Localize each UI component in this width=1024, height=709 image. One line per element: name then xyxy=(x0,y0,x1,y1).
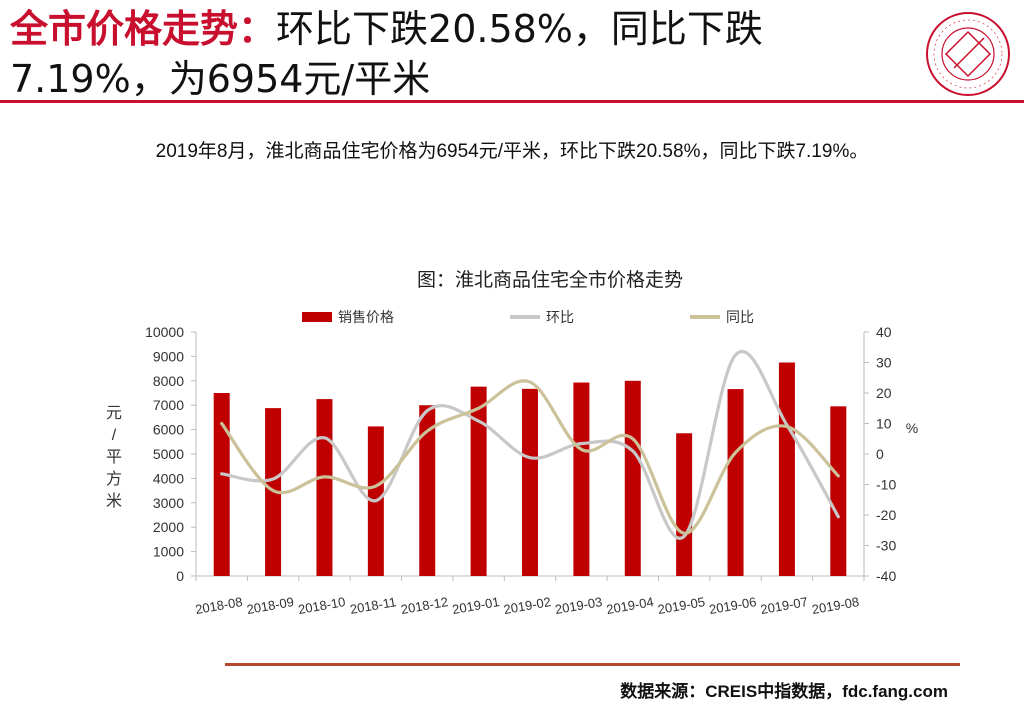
y2-tick-label: -20 xyxy=(876,507,896,523)
y-axis-label-char: 方 xyxy=(106,470,122,488)
y2-tick-label: -40 xyxy=(876,568,896,584)
bar-sales-price xyxy=(419,405,436,576)
legend-label-2: 同比 xyxy=(726,309,754,325)
x-tick-label: 2018-10 xyxy=(297,594,347,617)
bar-sales-price xyxy=(470,386,487,576)
y-tick-label: 6000 xyxy=(153,422,184,438)
y2-tick-label: 20 xyxy=(876,385,892,401)
y-tick-label: 9000 xyxy=(153,348,184,364)
x-tick-label: 2018-09 xyxy=(245,594,295,617)
x-tick-label: 2018-08 xyxy=(194,594,244,617)
y2-tick-label: 40 xyxy=(876,324,892,340)
y-axis-label-char: / xyxy=(112,427,117,444)
y2-axis-label: % xyxy=(906,420,918,436)
y2-tick-label: -10 xyxy=(876,477,896,493)
y-tick-label: 3000 xyxy=(153,495,184,511)
bar-sales-price xyxy=(573,382,590,576)
y-tick-label: 0 xyxy=(176,568,184,584)
y-tick-label: 4000 xyxy=(153,470,184,486)
china-index-academy-seal-icon xyxy=(926,12,1010,96)
bar-sales-price xyxy=(522,388,538,576)
summary-text: 2019年8月，淮北商品住宅价格为6954元/平米，环比下跌20.58%，同比下… xyxy=(155,141,869,162)
x-tick-label: 2019-06 xyxy=(708,594,758,617)
x-tick-label: 2019-02 xyxy=(502,594,552,617)
y-tick-label: 8000 xyxy=(153,373,184,389)
y-tick-label: 5000 xyxy=(153,446,184,462)
y2-tick-label: 30 xyxy=(876,355,892,371)
y2-tick-label: -30 xyxy=(876,538,896,554)
page-title-highlight: 全市价格走势： xyxy=(10,7,277,51)
x-tick-label: 2018-11 xyxy=(349,594,398,617)
y-tick-label: 2000 xyxy=(153,519,184,535)
x-tick-label: 2019-03 xyxy=(554,594,604,617)
legend-swatch-0 xyxy=(302,312,332,322)
y2-tick-label: 10 xyxy=(876,416,892,432)
y-axis-label-char: 米 xyxy=(106,492,122,510)
x-tick-label: 2018-12 xyxy=(400,594,450,617)
chart-title: 图：淮北商品住宅全市价格走势 xyxy=(417,269,683,291)
bar-sales-price xyxy=(830,406,847,576)
x-tick-label: 2019-07 xyxy=(759,594,809,617)
bar-sales-price xyxy=(316,399,333,576)
y-tick-label: 7000 xyxy=(153,397,184,413)
bar-sales-price xyxy=(624,380,641,576)
legend-label-1: 环比 xyxy=(546,309,574,325)
header-divider xyxy=(0,100,1024,103)
page-title: 全市价格走势：环比下跌20.58%，同比下跌7.19%，为6954元/平米 xyxy=(10,4,910,104)
series-line-mom xyxy=(220,350,840,540)
bar-sales-price xyxy=(676,433,693,576)
bar-sales-price xyxy=(727,389,744,576)
y-tick-label: 10000 xyxy=(145,324,184,340)
bar-sales-price xyxy=(213,393,230,576)
data-source: 数据来源：CREIS中指数据，fdc.fang.com xyxy=(620,682,948,701)
y2-tick-label: 0 xyxy=(876,446,884,462)
footer-divider xyxy=(225,663,960,666)
y-axis-label-char: 平 xyxy=(106,449,122,466)
page-title-rest: 环比下跌20.58%，同比下跌7.19%，为6954元/平米 xyxy=(10,7,763,101)
y-tick-label: 1000 xyxy=(153,544,184,560)
x-tick-label: 2019-01 xyxy=(451,594,501,617)
x-tick-label: 2019-08 xyxy=(811,594,861,617)
x-tick-label: 2019-04 xyxy=(605,594,655,617)
bar-sales-price xyxy=(778,362,795,576)
y-axis-label-char: 元 xyxy=(106,405,122,422)
legend-label-0: 销售价格 xyxy=(338,309,394,325)
x-tick-label: 2019-05 xyxy=(657,594,707,617)
